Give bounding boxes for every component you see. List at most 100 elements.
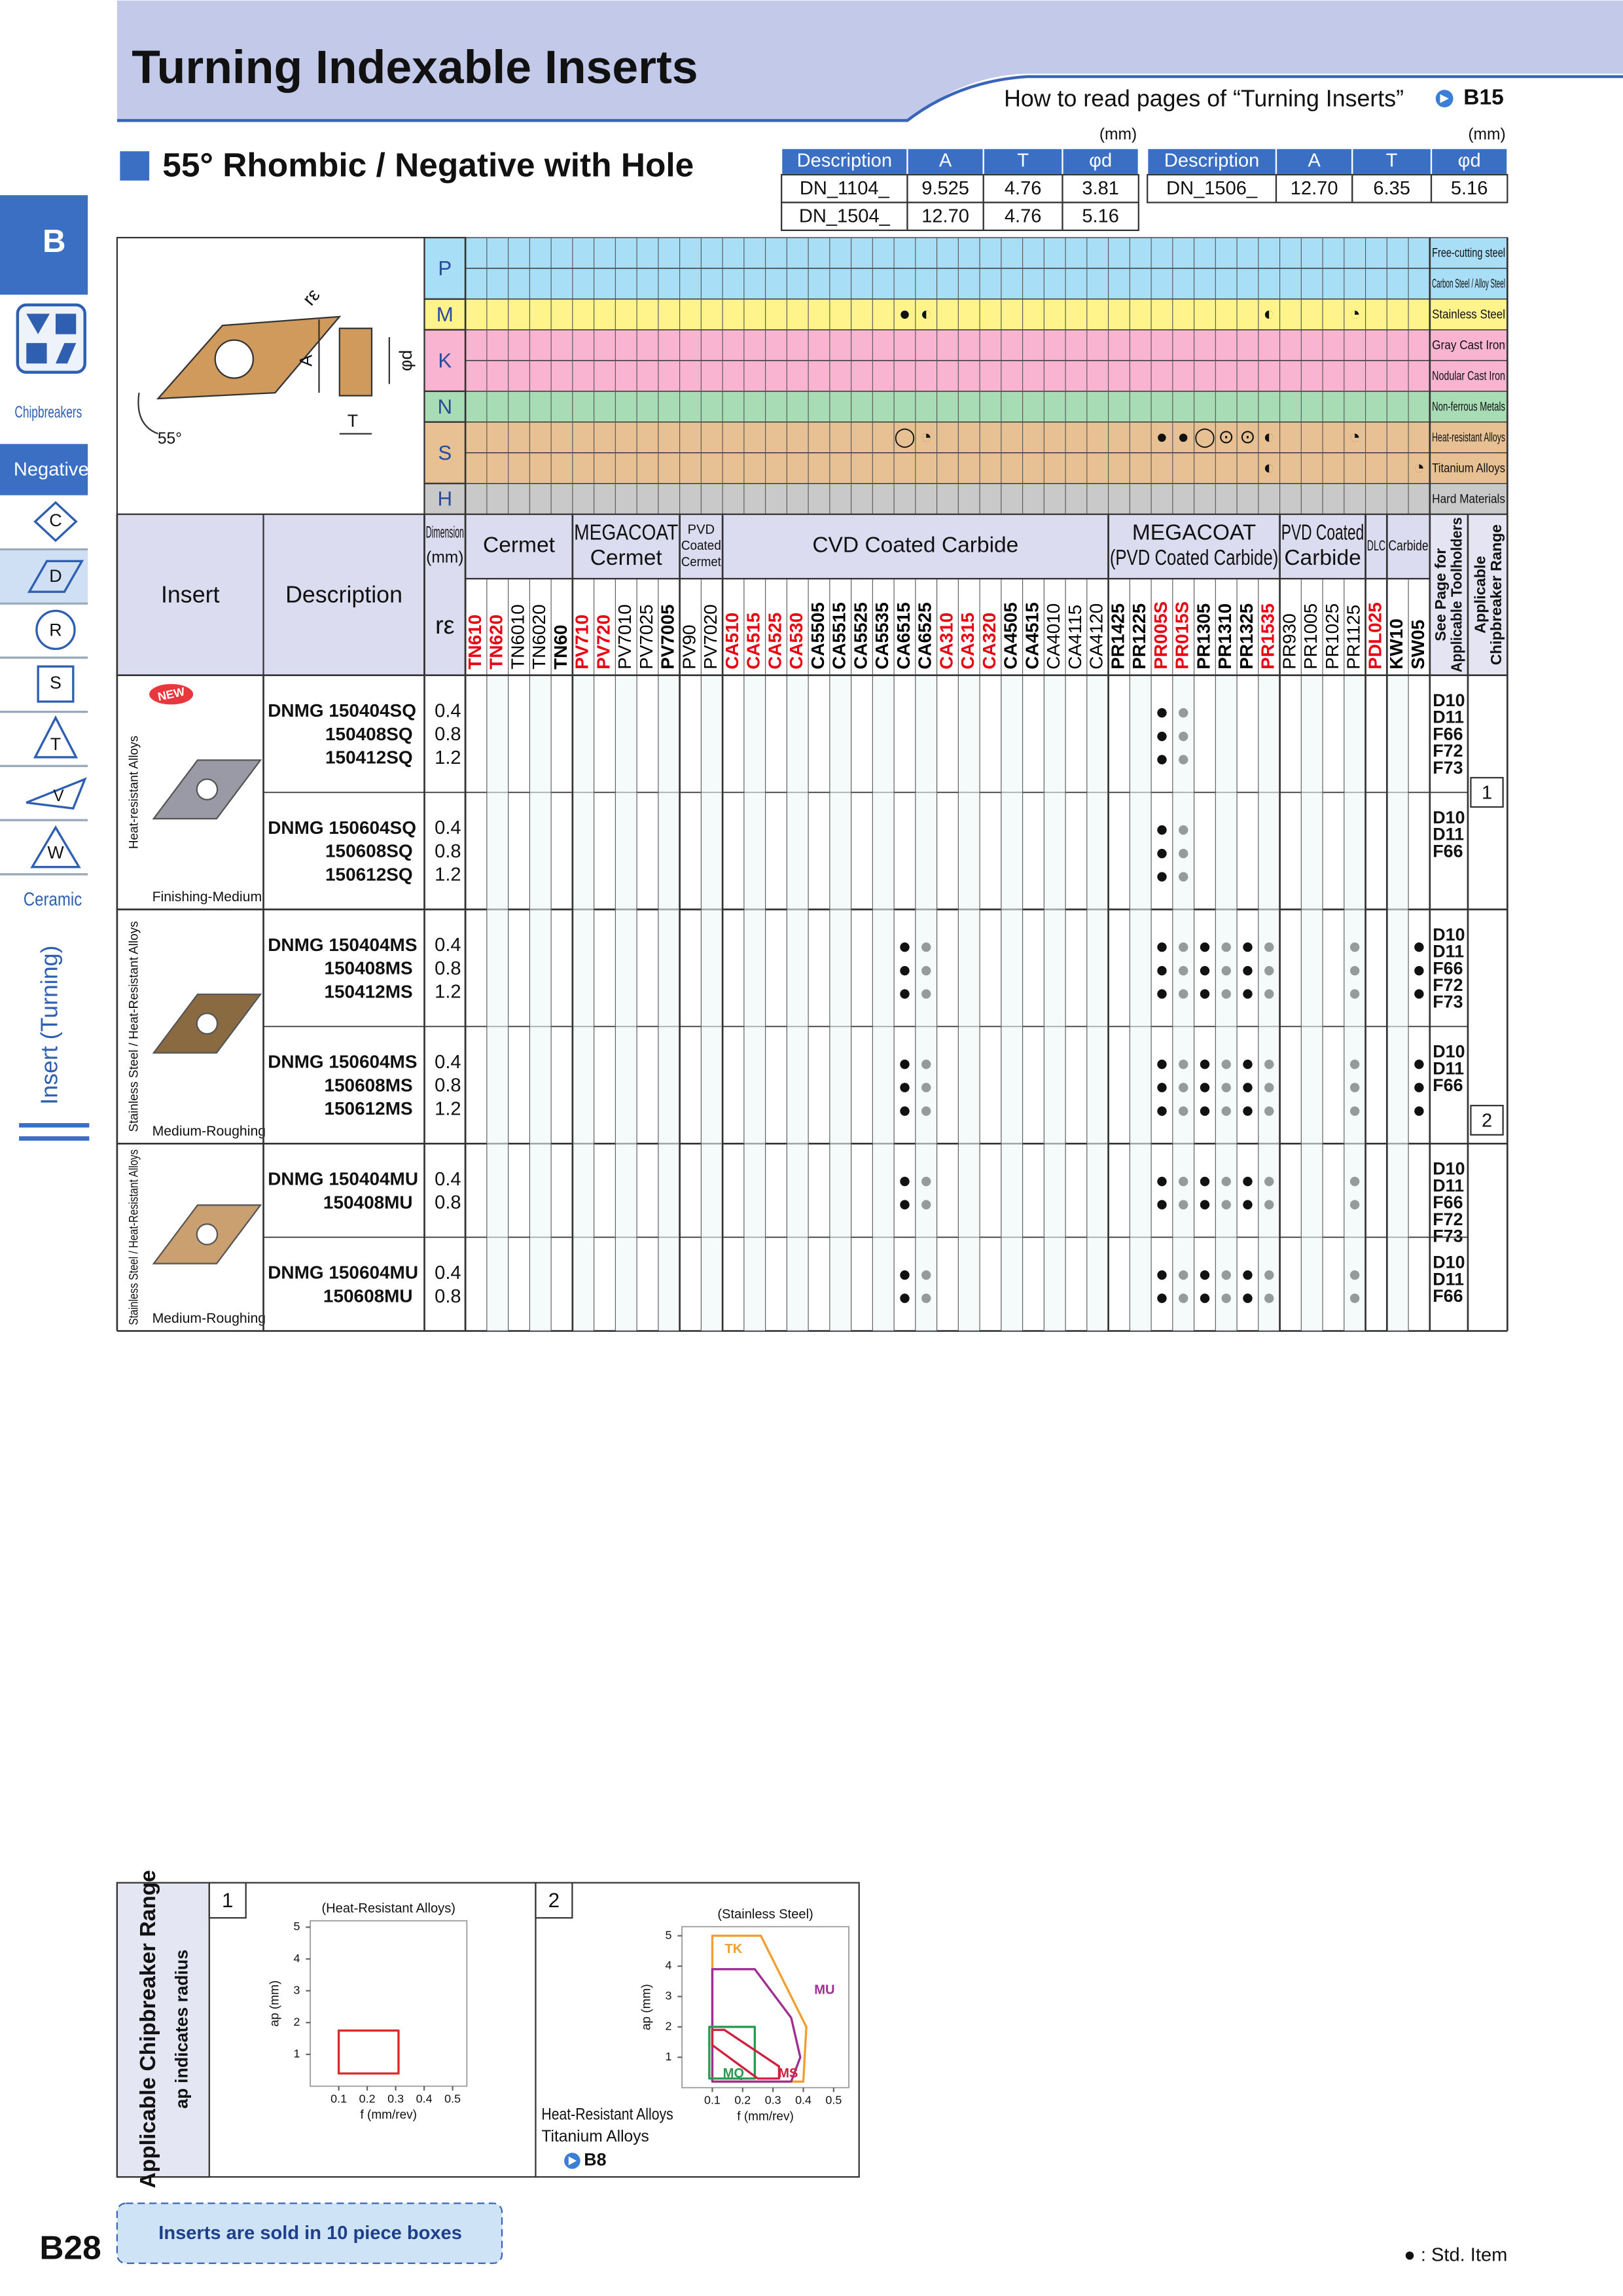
grade-name: PR1325: [1236, 603, 1257, 670]
grade-name: TN6020: [529, 604, 549, 669]
material-label-cell: [1429, 360, 1508, 392]
material-symbol: ●: [1156, 427, 1168, 448]
group-name: (PVD Coated Carbide): [1110, 546, 1279, 570]
cell-text: 4.76: [1005, 178, 1042, 199]
application: Stainless Steel / Heat-Resistant Alloys: [128, 921, 141, 1132]
sidebar-chipbreakers[interactable]: Chipbreakers: [14, 404, 82, 422]
y-tick-label: 4: [665, 1959, 671, 1972]
sidebar-bar: [19, 1122, 90, 1128]
grade-name: PR1425: [1107, 603, 1128, 670]
guide-page[interactable]: B15: [1463, 85, 1504, 109]
grade-name: CA4505: [1001, 602, 1021, 670]
material-label: Heat-resistant Alloys: [1432, 431, 1505, 444]
grade-name: PV7020: [700, 604, 721, 669]
std-item: ●: [1412, 1051, 1425, 1075]
y-axis-label: ap (mm): [268, 1981, 281, 2027]
holder-page: D11: [1433, 708, 1464, 727]
shape-t[interactable]: [33, 715, 79, 759]
std-item: ●: [1155, 1098, 1168, 1122]
material-symbol: ◔: [1349, 304, 1361, 325]
shape-s[interactable]: [37, 665, 75, 703]
holder-page: D11: [1433, 942, 1464, 961]
y-tick-label: 1: [293, 2047, 300, 2060]
material-symbol: ◐: [1263, 304, 1275, 325]
group-name: Carbide: [1284, 546, 1361, 570]
header-cell: [1061, 147, 1139, 176]
material-label: Stainless Steel: [1432, 308, 1505, 322]
cell-text: DN_1504_: [799, 206, 891, 226]
vertical-header: Chipbreaker Range: [1488, 524, 1505, 665]
material-label: Carbon Steel / Alloy Steel: [1432, 278, 1505, 291]
vertical-header: Applicable Toolholders: [1448, 517, 1465, 672]
shape-c[interactable]: [33, 501, 78, 543]
insert-description: DNMG 150604MS: [268, 1052, 417, 1072]
material-label: Non-ferrous Metals: [1432, 400, 1505, 414]
corner-radius: 1.2: [435, 1099, 461, 1120]
holder-page: D10: [1433, 1159, 1465, 1179]
group-name: MEGACOAT: [574, 521, 678, 545]
section-title: 55° Rhombic / Negative with Hole: [162, 145, 694, 183]
grade-name: PR930: [1279, 613, 1299, 669]
column-shade: [1172, 675, 1194, 1331]
std-item: ●: [1155, 1051, 1168, 1075]
grade-name: PR1310: [1215, 603, 1235, 670]
material-symbol: ●: [899, 304, 911, 325]
insert-description: 150408MS: [324, 958, 412, 978]
grade-name: PV710: [572, 615, 592, 670]
column-header: T: [1386, 150, 1398, 171]
std-item: ●: [1155, 723, 1168, 747]
y-tick-label: 3: [293, 1983, 300, 1996]
holder-page: D10: [1433, 691, 1465, 710]
x-tick-label: 0.1: [704, 2094, 721, 2107]
shape-r[interactable]: [35, 609, 76, 651]
grade-name: PV7025: [636, 604, 656, 669]
description-header: Description: [285, 581, 402, 607]
material-symbol: ⊙: [1219, 427, 1234, 448]
material-symbol: ◐: [1263, 457, 1275, 478]
insert-description: 150412MS: [324, 981, 412, 1001]
std-item: ●: [1155, 1285, 1168, 1310]
grade-name: CA5525: [850, 602, 870, 670]
holder-page: F66: [1433, 1193, 1463, 1212]
diagram-label: T: [348, 411, 358, 431]
std-item: ●: [1198, 981, 1211, 1005]
grade-name: PDL025: [1364, 602, 1385, 670]
section-tab[interactable]: [0, 195, 88, 295]
active-tab[interactable]: [0, 444, 88, 495]
column-shade: [1344, 675, 1366, 1331]
std-item: ●: [1412, 1075, 1425, 1099]
x-tick-label: 0.5: [444, 2092, 461, 2105]
std-item: ●: [1198, 958, 1211, 982]
std-item: ●: [1198, 1051, 1211, 1075]
group-name: PVD: [688, 523, 715, 537]
cell-text: 6.35: [1373, 178, 1410, 199]
shape-v[interactable]: [26, 777, 87, 810]
column-shade: [1215, 675, 1238, 1331]
material-symbol: ◯: [894, 427, 916, 448]
std-item: ●: [1198, 934, 1211, 958]
std-item: ●: [898, 1262, 911, 1286]
column-shade: [701, 675, 723, 1331]
cell: [1061, 202, 1139, 231]
grade-name: CA515: [743, 613, 764, 670]
cell: [906, 202, 984, 231]
guide-text[interactable]: How to read pages of “Turning Inserts”: [1004, 85, 1404, 111]
panel-number: 2: [548, 1889, 560, 1912]
range-title: Applicable Chipbreaker Range: [136, 1870, 160, 2188]
shape-w[interactable]: [30, 825, 81, 869]
plot-frame: [681, 1926, 849, 2089]
std-item: ●: [898, 1192, 911, 1216]
insert-description: 150608SQ: [325, 841, 413, 861]
column-shade: [829, 675, 851, 1331]
std-item: ●: [1155, 934, 1168, 958]
cell-text: DN_1104_: [800, 178, 890, 199]
sidebar-ceramic[interactable]: Ceramic: [24, 889, 82, 910]
grade-name: KW10: [1386, 619, 1406, 670]
std-item: ●: [1155, 864, 1168, 888]
group-header: [1386, 513, 1431, 580]
shape-d[interactable]: [27, 560, 84, 593]
range-title-cell: [116, 1882, 210, 2178]
std-item: ●: [898, 1098, 911, 1122]
holder-page: D10: [1433, 808, 1465, 827]
